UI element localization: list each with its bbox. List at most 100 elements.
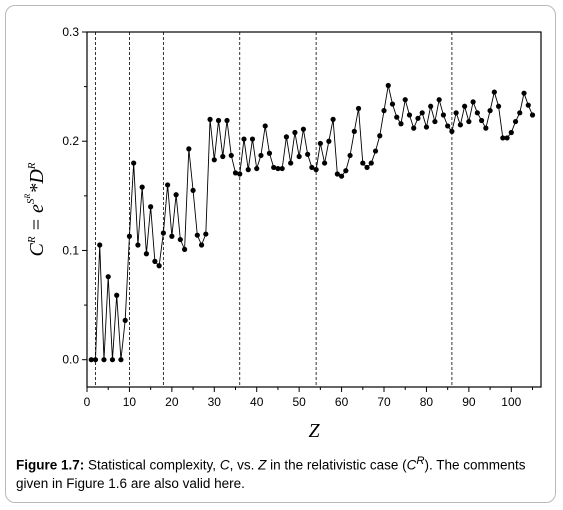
y-axis-ticks: 0.0 0.1 0.2 0.3 xyxy=(62,25,87,367)
data-point xyxy=(271,164,277,171)
data-point xyxy=(517,110,523,116)
x-axis-ticks: 0 10 20 30 40 50 60 70 80 90 100 xyxy=(84,387,534,409)
data-point xyxy=(148,204,154,210)
data-point xyxy=(177,236,183,243)
data-point xyxy=(330,116,336,122)
data-point xyxy=(211,157,217,163)
data-point xyxy=(139,184,145,190)
data-point xyxy=(262,123,268,129)
data-point xyxy=(194,232,200,238)
data-point xyxy=(190,187,196,193)
data-point xyxy=(364,164,370,171)
data-point xyxy=(436,97,442,103)
complexity-chart: 0 10 20 30 40 50 60 70 80 90 100 0.0 0.1 0.2 0.3 Z CR… xyxy=(23,25,542,442)
data-point xyxy=(92,357,99,363)
data-point xyxy=(258,152,264,159)
x-tick-label: 80 xyxy=(420,395,434,409)
data-point xyxy=(453,110,459,116)
data-point xyxy=(305,151,311,157)
data-point xyxy=(88,357,94,363)
data-point xyxy=(406,112,413,118)
data-point xyxy=(491,89,497,95)
data-point xyxy=(313,167,319,173)
shell-closure-lines xyxy=(95,32,453,387)
series-line xyxy=(91,85,533,361)
caption-text-1: Statistical complexity, xyxy=(84,457,220,473)
data-point xyxy=(529,112,536,118)
data-point xyxy=(415,115,421,121)
data-point xyxy=(224,117,230,124)
data-point xyxy=(220,153,226,160)
data-point xyxy=(181,246,188,252)
data-point xyxy=(372,148,379,154)
data-point xyxy=(254,165,260,172)
data-point xyxy=(334,171,340,177)
data-point xyxy=(309,164,315,171)
caption-cr-base: C xyxy=(406,457,417,473)
x-tick-label: 70 xyxy=(377,395,391,409)
data-point xyxy=(398,121,404,127)
data-point xyxy=(411,125,417,131)
data-point xyxy=(466,118,472,125)
x-axis-title: Z xyxy=(308,420,320,442)
caption-z-symbol: Z xyxy=(258,457,267,473)
data-point xyxy=(152,258,158,264)
caption-text-4: ). The comments given in Figure 1.6 are … xyxy=(16,457,526,491)
y-tick-label: 0.3 xyxy=(62,25,79,39)
data-point xyxy=(288,160,294,166)
x-tick-label: 20 xyxy=(165,395,179,409)
data-point xyxy=(245,167,251,173)
x-tick-label: 50 xyxy=(292,395,306,409)
svg-text:CR = eSR*DR: CR = eSR*DR xyxy=(23,162,48,256)
data-point xyxy=(423,124,430,130)
data-point xyxy=(338,173,345,179)
data-point xyxy=(241,136,247,142)
data-point xyxy=(457,122,463,128)
data-point xyxy=(143,251,150,257)
x-tick-label: 0 xyxy=(84,395,91,409)
data-point xyxy=(377,133,383,139)
data-point xyxy=(440,112,447,118)
data-point xyxy=(215,117,222,124)
data-point xyxy=(173,192,179,198)
x-tick-label: 30 xyxy=(208,395,222,409)
x-tick-label: 10 xyxy=(123,395,137,409)
data-point xyxy=(114,292,120,298)
series-line-group xyxy=(88,82,536,363)
data-point xyxy=(360,160,366,166)
data-point xyxy=(449,128,455,134)
figure-caption: Figure 1.7: Statistical complexity, C , v… xyxy=(16,452,550,493)
data-point xyxy=(156,263,162,269)
data-point xyxy=(122,317,128,323)
caption-text-3: in the relativistic case ( xyxy=(266,457,407,473)
data-point xyxy=(483,125,489,131)
data-point xyxy=(292,129,298,136)
x-tick-label: 90 xyxy=(462,395,476,409)
data-point xyxy=(109,357,116,363)
data-point xyxy=(474,110,480,116)
data-point xyxy=(118,357,124,363)
data-point xyxy=(432,118,438,125)
data-point xyxy=(317,140,323,147)
x-tick-label: 100 xyxy=(501,395,521,409)
data-point xyxy=(389,101,396,107)
caption-label: Figure 1.7: xyxy=(16,457,85,473)
data-point xyxy=(266,150,273,156)
data-point xyxy=(394,114,400,120)
data-point xyxy=(283,134,290,140)
data-point xyxy=(135,242,141,248)
data-point xyxy=(385,82,391,89)
data-point xyxy=(165,182,171,188)
figure-frame xyxy=(5,5,556,503)
caption-text-2: , vs. xyxy=(229,457,259,473)
data-point xyxy=(504,135,510,141)
data-point xyxy=(495,103,502,109)
data-point xyxy=(347,152,353,159)
data-point xyxy=(445,123,451,129)
data-point xyxy=(419,110,425,116)
data-point xyxy=(525,102,531,108)
data-point xyxy=(232,170,239,176)
data-point xyxy=(126,233,133,239)
data-point xyxy=(169,233,175,239)
y-axis-title: CR = eSR*DR xyxy=(23,162,48,256)
